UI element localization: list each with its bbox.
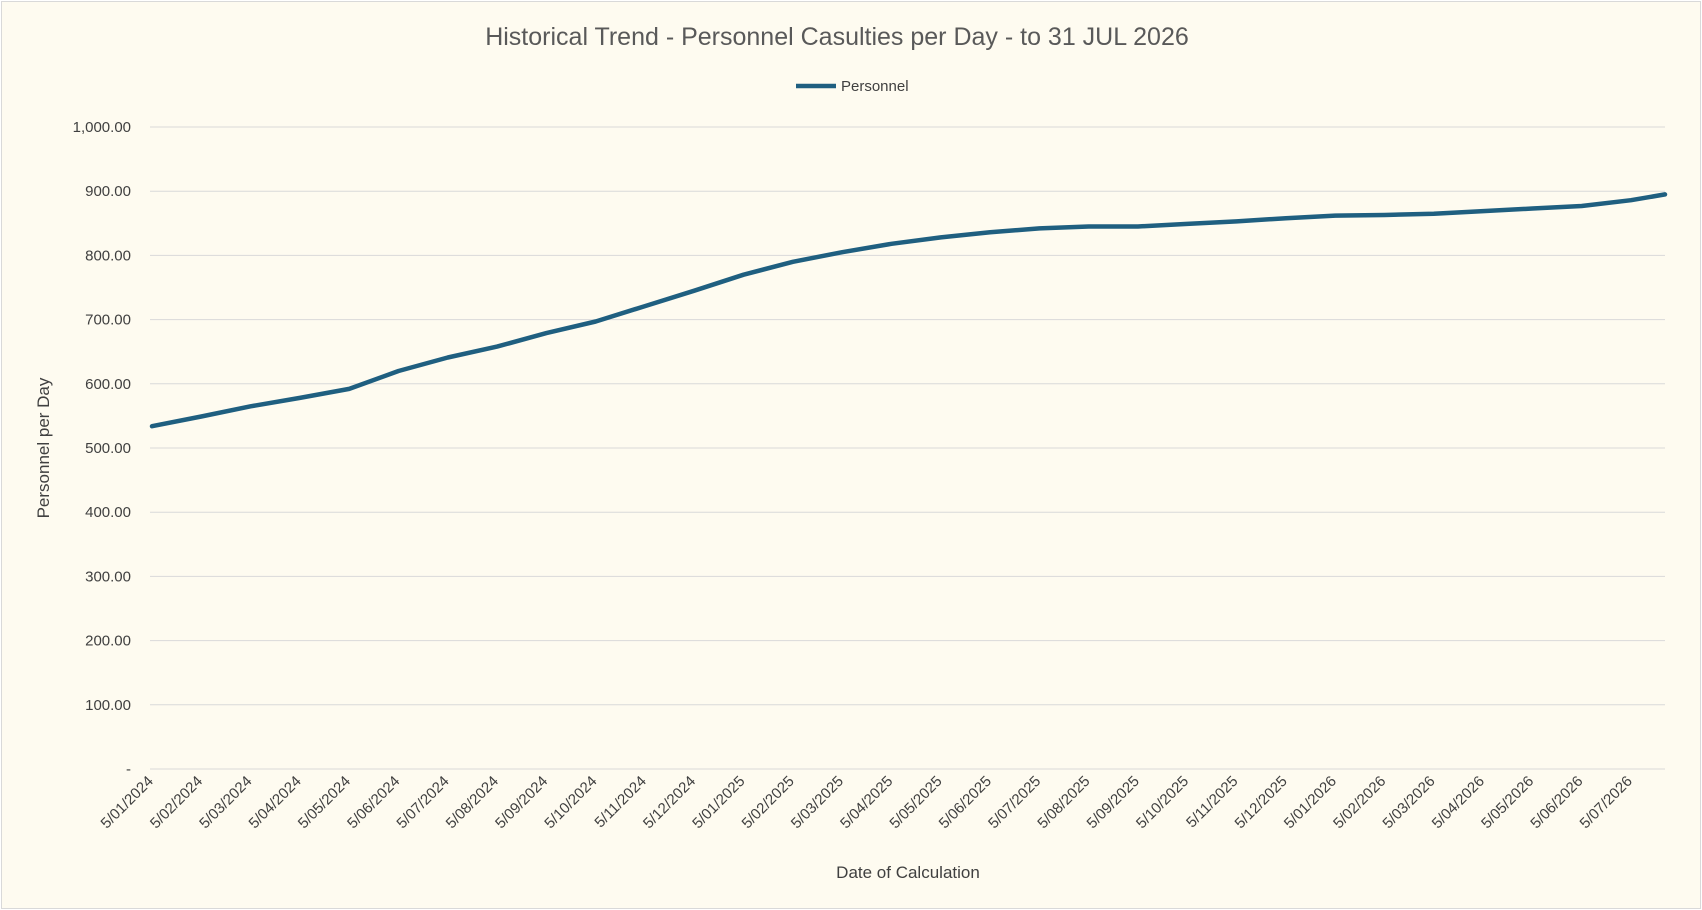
x-axis-ticks: 5/01/20245/02/20245/03/20245/04/20245/05… xyxy=(98,773,1636,832)
plot-area xyxy=(149,192,1668,429)
x-tick-label: 5/10/2024 xyxy=(541,773,600,832)
chart-title: Historical Trend - Personnel Casulties p… xyxy=(485,23,1189,51)
x-tick-label: 5/05/2025 xyxy=(886,773,945,832)
x-tick-label: 5/01/2026 xyxy=(1281,773,1340,832)
x-tick-label: 5/03/2024 xyxy=(196,773,255,832)
x-tick-label: 5/05/2026 xyxy=(1478,773,1537,832)
x-tick-label: 5/05/2024 xyxy=(295,773,354,832)
y-tick-label: 800.00 xyxy=(85,247,131,264)
y-tick-label: 100.00 xyxy=(85,697,131,714)
x-tick-label: 5/12/2025 xyxy=(1232,773,1291,832)
legend-label: Personnel xyxy=(841,78,909,95)
series-line-personnel xyxy=(149,192,1668,429)
y-axis-ticks: - 100.00 200.00 300.00 400.00 500.00 600.00 700… xyxy=(73,119,131,778)
x-tick-label: 5/12/2024 xyxy=(640,773,699,832)
x-tick-label: 5/04/2025 xyxy=(837,773,896,832)
x-axis-title: Date of Calculation xyxy=(836,863,980,882)
x-tick-label: 5/03/2026 xyxy=(1379,773,1438,832)
x-tick-label: 5/01/2025 xyxy=(689,773,748,832)
y-tick-label: 900.00 xyxy=(85,183,131,200)
x-tick-label: 5/02/2026 xyxy=(1330,773,1389,832)
y-tick-label: 600.00 xyxy=(85,376,131,393)
x-tick-label: 5/09/2024 xyxy=(492,773,551,832)
x-tick-label: 5/02/2025 xyxy=(739,773,798,832)
legend: Personnel xyxy=(796,78,909,95)
y-tick-label: 1,000.00 xyxy=(73,119,131,136)
x-tick-label: 5/07/2025 xyxy=(985,773,1044,832)
x-tick-label: 5/04/2026 xyxy=(1429,773,1488,832)
x-tick-label: 5/04/2024 xyxy=(246,773,305,832)
x-tick-label: 5/10/2025 xyxy=(1133,773,1192,832)
x-tick-label: 5/09/2025 xyxy=(1084,773,1143,832)
x-tick-label: 5/07/2024 xyxy=(393,773,452,832)
x-tick-label: 5/08/2024 xyxy=(443,773,502,832)
x-tick-label: 5/01/2024 xyxy=(98,773,157,832)
x-tick-label: 5/06/2025 xyxy=(936,773,995,832)
y-tick-label: 200.00 xyxy=(85,633,131,650)
y-tick-label: 300.00 xyxy=(85,568,131,585)
x-tick-label: 5/06/2026 xyxy=(1527,773,1586,832)
gridlines xyxy=(150,126,1665,770)
x-tick-label: 5/03/2025 xyxy=(788,773,847,832)
x-tick-label: 5/07/2026 xyxy=(1577,773,1636,832)
y-tick-label: - xyxy=(126,761,131,778)
y-axis-title: Personnel per Day xyxy=(34,377,53,518)
x-tick-label: 5/06/2024 xyxy=(344,773,403,832)
x-tick-label: 5/08/2025 xyxy=(1034,773,1093,832)
y-tick-label: 400.00 xyxy=(85,504,131,521)
y-tick-label: 700.00 xyxy=(85,312,131,329)
y-tick-label: 500.00 xyxy=(85,440,131,457)
x-tick-label: 5/02/2024 xyxy=(147,773,206,832)
